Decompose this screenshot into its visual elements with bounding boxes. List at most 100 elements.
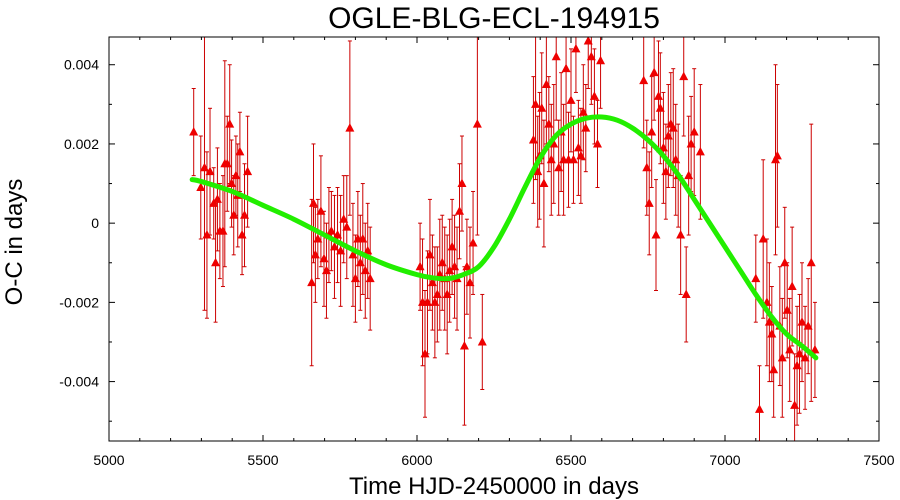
data-point [541,79,551,89]
y-tick-label: -0.004 [59,374,99,390]
data-point [457,178,467,188]
data-point [218,226,228,235]
data-point [468,237,478,247]
data-point [420,348,430,358]
data-point [544,119,554,128]
data-point [326,226,336,235]
data-point [450,261,460,271]
data-point [769,364,779,374]
data-point [780,257,790,267]
x-tick-label: 7500 [863,452,894,468]
data-point [679,71,689,81]
data-point [642,162,652,172]
data-point [237,230,247,239]
data-point [658,142,668,152]
data-point [653,91,663,100]
data-point [528,134,538,144]
data-point [442,289,452,298]
data-point [465,277,475,287]
data-point [790,400,800,409]
data-point [663,131,673,140]
data-point [455,206,465,215]
data-point [592,138,602,148]
data-point [549,138,559,148]
data-point [321,265,331,275]
data-point [586,51,596,61]
data-point [462,261,472,271]
data-point [309,198,319,207]
data-point [333,230,343,239]
data-point [313,234,323,243]
data-point [537,103,547,112]
data-point [235,146,245,156]
data-point [196,182,206,192]
data-point [686,138,696,148]
data-point [754,404,764,413]
data-point [243,166,253,176]
data-point [568,154,578,164]
data-point [681,289,691,298]
chart-title: OGLE-BLG-ECL-194915 [328,2,660,35]
data-point [803,321,813,330]
data-point [437,257,447,267]
x-tick-label: 5000 [93,452,124,468]
data-point [772,150,782,160]
data-point [668,123,678,132]
data-point [644,198,654,207]
x-axis-label: Time HJD-2450000 in days [349,473,639,500]
x-tick-label: 6000 [401,452,432,468]
data-point [477,336,487,346]
data-point [363,245,373,255]
data-point [777,352,787,362]
data-point [787,281,797,291]
data-point [573,142,583,152]
data-point [336,245,346,255]
fit-curve [189,114,819,361]
data-point [689,127,699,136]
data-point [342,222,352,231]
data-point [447,241,457,251]
data-point [310,249,320,259]
data-point [329,241,339,251]
data-point [533,166,543,176]
data-point [319,253,329,263]
data-point [795,348,805,358]
data-point [546,154,556,164]
data-point [205,166,215,176]
data-point [651,230,661,239]
data-point [792,360,802,370]
y-tick-label: -0.002 [59,294,99,310]
data-point [554,162,564,172]
data-point [561,63,571,73]
data-point [316,206,326,215]
data-point [751,273,761,283]
data-point [695,146,705,156]
x-tick-label: 7000 [709,452,740,468]
data-point [581,123,591,132]
data-point [240,210,250,219]
data-point [425,249,435,259]
data-point [350,273,360,283]
data-point [639,75,649,85]
y-tick-label: 0.002 [64,136,99,152]
data-point [531,99,541,108]
data-point [355,257,365,267]
data-point [231,170,241,180]
x-tick-label: 5500 [247,452,278,468]
data-point [785,344,795,354]
data-point [472,119,482,128]
data-point [647,127,657,136]
data-point [661,166,671,176]
data-point [800,352,810,362]
x-tick-label: 6500 [555,452,586,468]
data-point [211,257,221,267]
data-point [212,194,222,203]
data-point [430,297,440,306]
data-point [676,230,686,239]
data-point [459,340,469,350]
data-point [365,273,375,283]
data-point [571,43,581,53]
y-axis-label: O-C in days [1,179,28,306]
data-point [576,150,586,160]
